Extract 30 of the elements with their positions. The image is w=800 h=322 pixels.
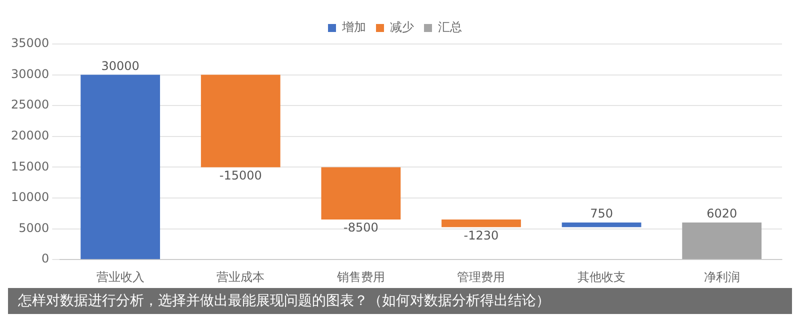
bar — [200, 74, 280, 168]
bar — [562, 222, 642, 228]
text: 怎样对数据进行分析，选择并做出最能展现问题的图表？（如何对数据分析得出结论） — [8, 288, 792, 314]
x-tick-label: 销售费用 — [336, 270, 385, 284]
x-tick-label: 管理费用 — [457, 270, 506, 284]
y-tick-label: 5000 — [18, 220, 50, 235]
y-tick-label: 25000 — [10, 98, 50, 112]
legend-label: 汇总 — [438, 20, 462, 34]
y-tick-label: 20000 — [10, 128, 50, 143]
x-tick-label: 营业收入 — [96, 270, 144, 284]
x-tick-label: 营业成本 — [216, 270, 265, 284]
x-tick-label: 其他收支 — [578, 270, 626, 284]
legend-label: 增加 — [341, 20, 366, 34]
bar — [80, 74, 160, 260]
y-tick-label: 10000 — [10, 190, 50, 204]
data-label: 30000 — [101, 58, 140, 73]
data-label: -15000 — [219, 168, 262, 182]
bar — [682, 222, 762, 260]
y-tick-label: 15000 — [10, 159, 50, 174]
x-tick-label: 净利润 — [704, 270, 740, 284]
y-tick-label: 0 — [42, 252, 50, 266]
legend-label: 减少 — [390, 20, 414, 34]
data-label: 750 — [590, 206, 613, 221]
data-label: 6020 — [706, 206, 738, 221]
bar — [442, 220, 521, 228]
bar — [321, 167, 401, 220]
data-label: -8500 — [343, 220, 378, 235]
data-label: -1230 — [464, 228, 499, 242]
y-tick-label: 35000 — [10, 36, 50, 50]
y-tick-label: 30000 — [10, 66, 50, 81]
